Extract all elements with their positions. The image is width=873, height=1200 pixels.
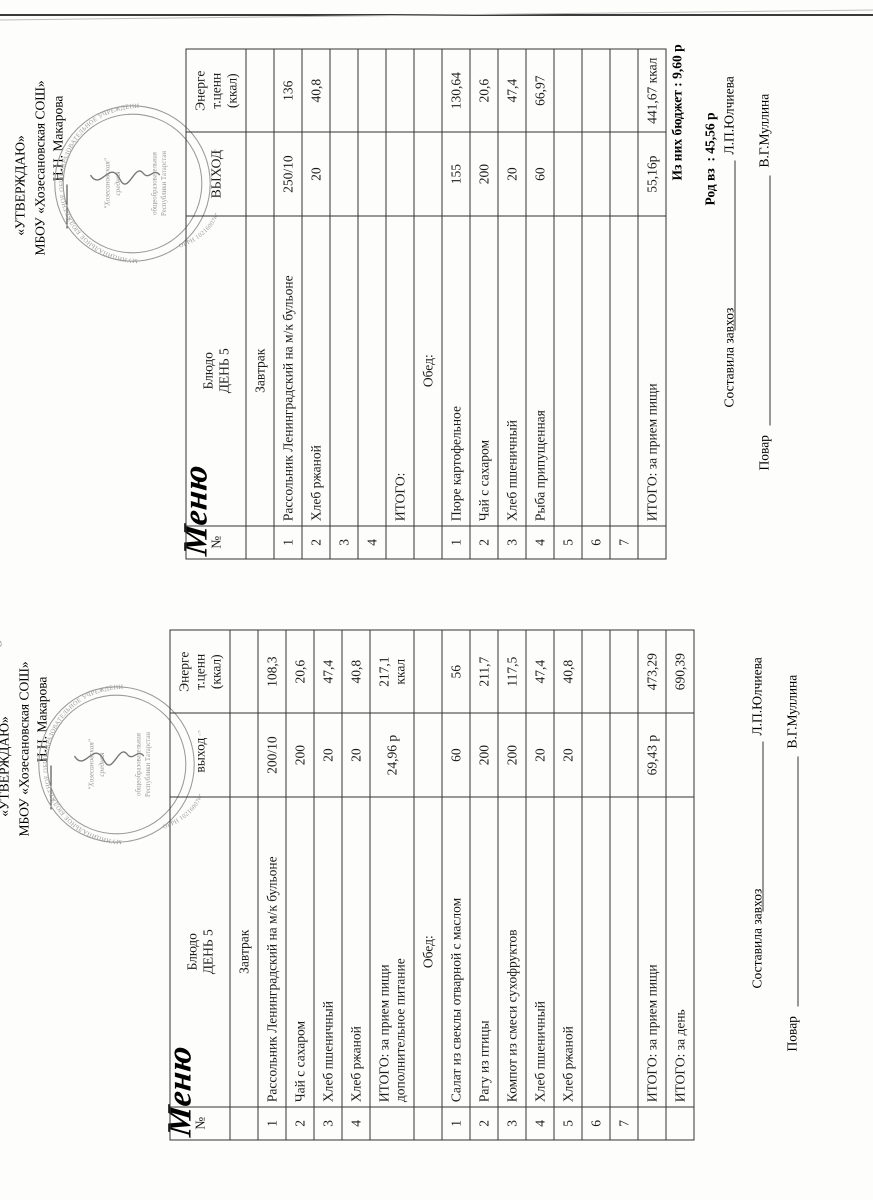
svg-text:средняя: средняя — [113, 170, 122, 195]
svg-text:"Хозесановская": "Хозесановская" — [102, 157, 111, 209]
svg-text:МУНИЦИПАЛЬНОЕ БЮДЖЕТНОЕ ОБЩЕОБ: МУНИЦИПАЛЬНОЕ БЮДЖЕТНОЕ ОБЩЕОБРАЗОВАТЕЛЬ… — [32, 684, 123, 849]
svg-text:Республики Татарстан: Республики Татарстан — [161, 150, 168, 215]
svg-text:Республики Татарстан: Республики Татарстан — [145, 732, 152, 797]
svg-text:МУНИЦИПАЛЬНОЕ БЮДЖЕТНОЕ ОБЩЕОБ: МУНИЦИПАЛЬНОЕ БЮДЖЕТНОЕ ОБЩЕОБРАЗОВАТЕЛЬ… — [49, 102, 140, 267]
svg-text:общеобразовательная: общеобразовательная — [152, 151, 159, 215]
svg-text:общеобразовательная: общеобразовательная — [135, 732, 142, 796]
svg-text:"Хозесановская": "Хозесановская" — [86, 738, 95, 790]
